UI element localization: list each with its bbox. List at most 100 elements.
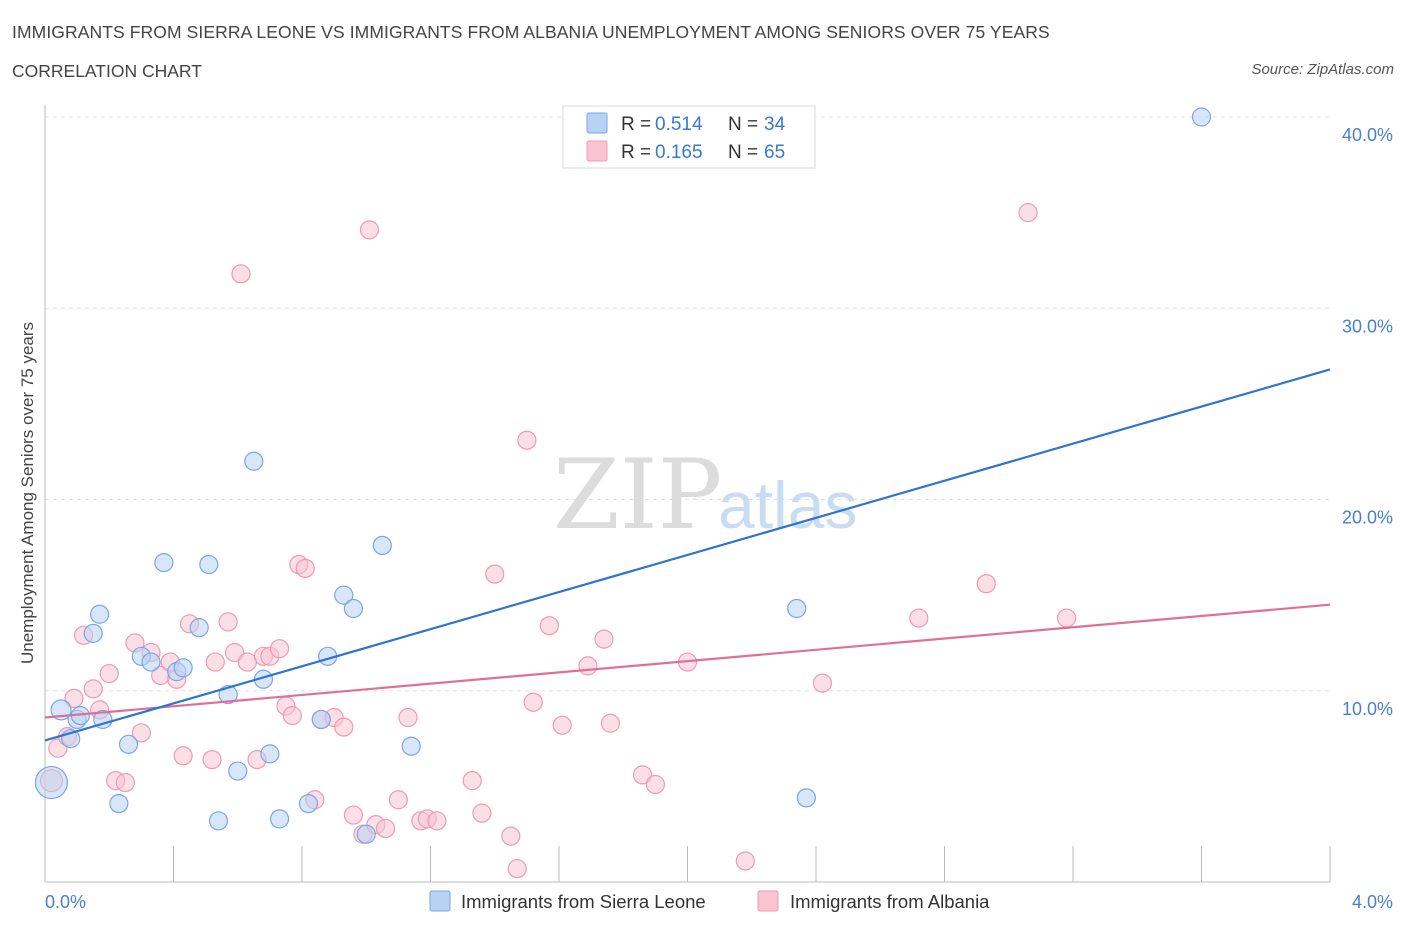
chart-title: IMMIGRANTS FROM SIERRA LEONE VS IMMIGRAN… [12, 22, 1050, 42]
sierra-leone-point [83, 623, 103, 643]
albania-point [398, 707, 418, 728]
legend-n-value-sierra-leone: 34 [764, 114, 786, 135]
albania-point [205, 652, 225, 672]
y-tick-label: 10.0% [1342, 699, 1393, 719]
sierra-leone-point [787, 598, 807, 619]
albania-point [485, 564, 505, 584]
sierra-leone-point [141, 652, 161, 672]
albania-point [507, 859, 527, 879]
sierra-leone-point [356, 824, 376, 844]
albania-point [202, 749, 222, 770]
legend-n-label: N = [728, 114, 758, 135]
sierra-leone-point [311, 709, 331, 730]
sierra-leone-point [154, 553, 174, 573]
albania-point [552, 715, 572, 735]
albania-point [472, 803, 492, 823]
albania-point [83, 679, 103, 699]
chart-subtitle: CORRELATION CHART [12, 61, 202, 81]
albania-point [334, 717, 354, 737]
legend-r-label: R = [621, 142, 651, 163]
albania-point [295, 558, 315, 578]
sierra-leone-point [199, 554, 219, 575]
source-credit: Source: ZipAtlas.com [1251, 61, 1394, 78]
axes [44, 105, 1331, 883]
y-tick-label: 40.0% [1342, 125, 1393, 145]
albania-point [1018, 203, 1038, 223]
albania-point [343, 805, 363, 825]
sierra-leone-point [208, 811, 229, 831]
sierra-leone-point [34, 765, 69, 800]
sierra-leone-point [343, 598, 363, 619]
albania-point [231, 264, 251, 284]
series-legend: Immigrants from Sierra Leone Immigrants … [429, 890, 990, 912]
bottom-legend-swatch-albania [757, 890, 779, 912]
sierra-leone-point [173, 658, 193, 678]
y-axis-label: Unemployment Among Seniors over 75 years [18, 322, 37, 664]
sierra-leone-point [269, 809, 290, 829]
stats-legend: R = 0.514 N = 34 R = 0.165 N = 65 [562, 105, 816, 169]
albania-point [812, 673, 833, 693]
albania-point [976, 574, 996, 594]
sierra-leone-point [401, 736, 421, 756]
trend-line-sierra-leone [44, 368, 1331, 742]
bottom-legend-label-albania: Immigrants from Albania [790, 891, 990, 912]
albania-point [645, 774, 665, 795]
albania-point [578, 656, 598, 676]
albania-point [462, 771, 482, 791]
albania-point [64, 688, 84, 709]
albania-point [224, 642, 245, 663]
legend-swatch-albania [586, 140, 608, 162]
albania-point [632, 765, 653, 785]
sierra-leone-point [109, 793, 129, 814]
bottom-legend-swatch-sierra-leone [429, 890, 451, 912]
sierra-leone-point [244, 451, 264, 471]
bottom-legend-label-sierra-leone: Immigrants from Sierra Leone [461, 891, 706, 912]
sierra-leone-point [118, 734, 139, 754]
albania-point [427, 811, 447, 831]
albania-point [517, 430, 537, 450]
albania-point [269, 639, 290, 659]
albania-point [99, 663, 119, 684]
x-tick-label-max: 4.0% [1352, 892, 1393, 912]
sierra-leone-point [298, 793, 319, 814]
albania-point [1056, 608, 1077, 628]
series-sierra-leone-points [34, 107, 1212, 844]
sierra-leone-point [228, 761, 248, 781]
albania-point [115, 772, 135, 793]
sierra-leone-point [90, 604, 110, 624]
watermark-zip: ZIP [553, 439, 722, 551]
legend-n-value-albania: 65 [764, 142, 785, 163]
y-tick-labels: 10.0% 20.0% 30.0% 40.0% [1342, 125, 1393, 719]
watermark: ZIP atlas [553, 439, 857, 551]
albania-point [600, 713, 621, 733]
albania-point [501, 826, 521, 846]
albania-point [237, 652, 257, 672]
legend-swatch-sierra-leone [586, 112, 608, 134]
albania-point [735, 851, 755, 871]
sierra-leone-point [189, 618, 209, 638]
albania-point [594, 629, 614, 649]
trend-line-albania [44, 603, 1331, 719]
y-tick-label: 20.0% [1342, 508, 1393, 528]
sierra-leone-point [1191, 107, 1212, 127]
sierra-leone-point [372, 535, 392, 556]
albania-point [218, 612, 238, 632]
gridlines [45, 116, 1330, 692]
y-tick-label: 30.0% [1342, 316, 1393, 336]
trend-lines [44, 368, 1331, 742]
albania-point [523, 692, 543, 712]
legend-r-value-albania: 0.165 [655, 142, 703, 163]
sierra-leone-point [218, 684, 238, 705]
watermark-atlas: atlas [718, 468, 857, 542]
albania-point [375, 818, 396, 839]
sierra-leone-point [334, 585, 354, 605]
albania-point [388, 790, 408, 810]
sierra-leone-point [796, 788, 816, 808]
legend-r-value-sierra-leone: 0.514 [655, 114, 703, 135]
albania-point [131, 723, 151, 743]
sierra-leone-point [260, 744, 280, 764]
x-tick-label-min: 0.0% [45, 892, 86, 912]
albania-point [282, 706, 302, 726]
albania-point [173, 746, 193, 766]
